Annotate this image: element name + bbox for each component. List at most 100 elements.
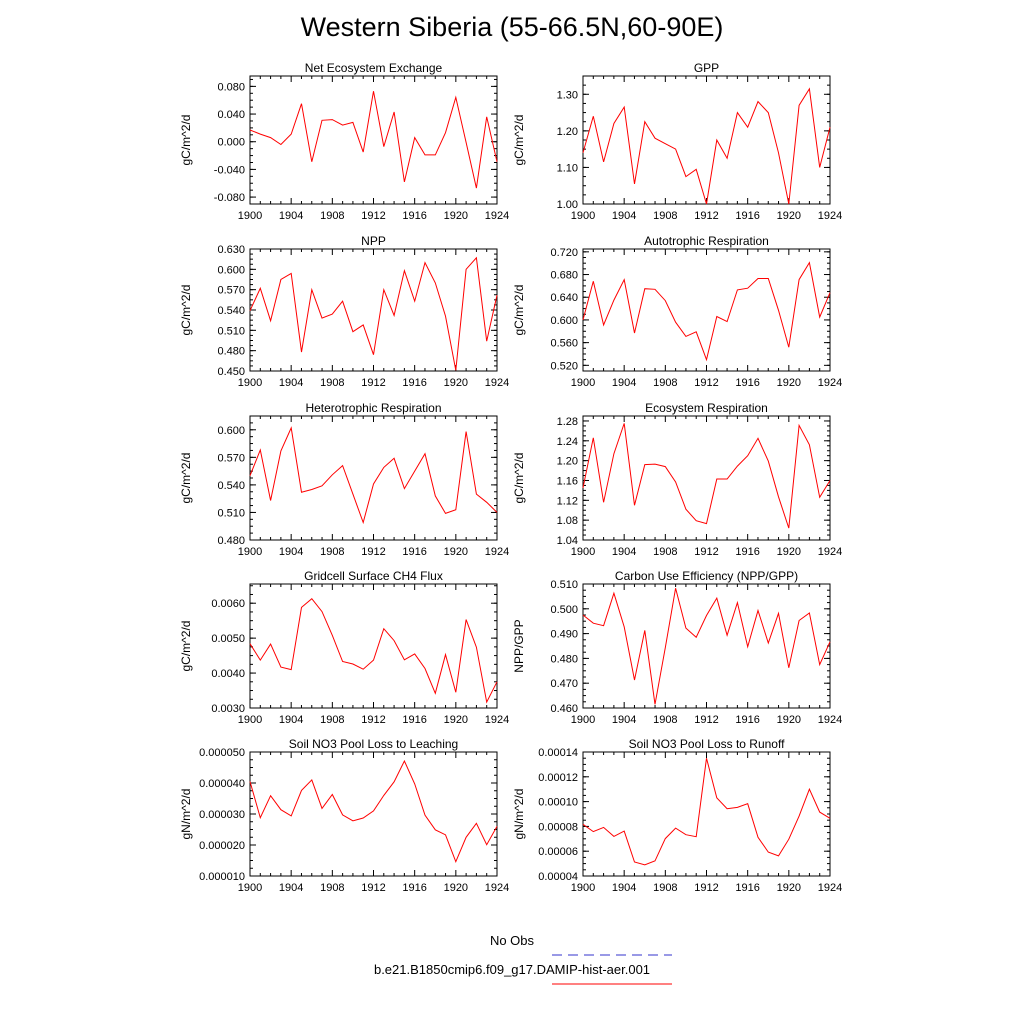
soil-no3-pool-loss-to-leaching-xtick-label: 1920 (444, 882, 468, 894)
npp-ytick-label: 0.630 (217, 244, 245, 256)
carbon-use-efficiency-npp-gpp-xtick-label: 1900 (571, 714, 595, 726)
gridcell-surface-ch4-flux-xtick-label: 1908 (320, 714, 344, 726)
heterotrophic-respiration-ytick-label: 0.570 (217, 452, 245, 464)
soil-no3-pool-loss-to-leaching-xtick-label: 1912 (361, 882, 385, 894)
gridcell-surface-ch4-flux-xtick-label: 1900 (238, 714, 262, 726)
heterotrophic-respiration-xtick-label: 1920 (444, 546, 468, 558)
ecosystem-respiration-ytick-label: 1.24 (557, 436, 578, 448)
autotrophic-respiration-ytick-label: 0.640 (550, 292, 578, 304)
figure-title: Western Siberia (55-66.5N,60-90E) (300, 12, 724, 42)
gpp-title: GPP (694, 61, 719, 75)
soil-no3-pool-loss-to-runoff-ytick-label: 0.00008 (538, 821, 578, 833)
npp-xtick-label: 1908 (320, 377, 344, 389)
carbon-use-efficiency-npp-gpp-ytick-label: 0.480 (550, 653, 578, 665)
soil-no3-pool-loss-to-leaching-title: Soil NO3 Pool Loss to Leaching (289, 737, 458, 751)
gridcell-surface-ch4-flux-xtick-label: 1924 (485, 714, 509, 726)
carbon-use-efficiency-npp-gpp-frame (582, 583, 831, 709)
soil-no3-pool-loss-to-runoff-ylabel: gN/m^2/d (512, 789, 526, 840)
soil-no3-pool-loss-to-runoff-xtick-label: 1900 (571, 882, 595, 894)
ecosystem-respiration-title: Ecosystem Respiration (645, 401, 768, 415)
soil-no3-pool-loss-to-runoff-frame (582, 751, 831, 877)
npp-title: NPP (361, 234, 386, 248)
carbon-use-efficiency-npp-gpp-ytick-label: 0.510 (550, 579, 578, 591)
gpp-xtick-label: 1912 (694, 210, 718, 222)
soil-no3-pool-loss-to-leaching-ytick-label: 0.000020 (199, 840, 245, 852)
carbon-use-efficiency-npp-gpp-ylabel: NPP/GPP (512, 619, 526, 672)
heterotrophic-respiration-xtick-label: 1904 (279, 546, 303, 558)
net-ecosystem-exchange-ytick-label: 0.080 (217, 81, 245, 93)
soil-no3-pool-loss-to-leaching-ytick-label: 0.000030 (199, 809, 245, 821)
gridcell-surface-ch4-flux-ytick-label: 0.0060 (211, 598, 245, 610)
gpp-ytick-label: 1.20 (557, 126, 578, 138)
heterotrophic-respiration-ytick-label: 0.600 (217, 425, 245, 437)
carbon-use-efficiency-npp-gpp-ytick-label: 0.470 (550, 678, 578, 690)
gridcell-surface-ch4-flux-title: Gridcell Surface CH4 Flux (304, 569, 443, 583)
npp-xtick-label: 1900 (238, 377, 262, 389)
autotrophic-respiration-ytick-label: 0.680 (550, 270, 578, 282)
net-ecosystem-exchange-frame (249, 75, 498, 205)
autotrophic-respiration-ytick-label: 0.720 (550, 247, 578, 259)
autotrophic-respiration-ytick-label: 0.600 (550, 315, 578, 327)
npp-xtick-label: 1924 (485, 377, 509, 389)
carbon-use-efficiency-npp-gpp-xtick-label: 1920 (777, 714, 801, 726)
gridcell-surface-ch4-flux-xtick-label: 1916 (402, 714, 426, 726)
npp-xtick-label: 1916 (402, 377, 426, 389)
npp-ylabel: gC/m^2/d (179, 285, 193, 336)
heterotrophic-respiration-xtick-label: 1916 (402, 546, 426, 558)
soil-no3-pool-loss-to-leaching-ylabel: gN/m^2/d (179, 789, 193, 840)
net-ecosystem-exchange-xtick-label: 1908 (320, 210, 344, 222)
carbon-use-efficiency-npp-gpp-xtick-label: 1924 (818, 714, 842, 726)
soil-no3-pool-loss-to-runoff-xtick-label: 1924 (818, 882, 842, 894)
carbon-use-efficiency-npp-gpp-ytick-label: 0.460 (550, 703, 578, 715)
carbon-use-efficiency-npp-gpp-ytick-label: 0.490 (550, 629, 578, 641)
carbon-use-efficiency-npp-gpp-xtick-label: 1904 (612, 714, 636, 726)
autotrophic-respiration-ytick-label: 0.520 (550, 360, 578, 372)
npp-xtick-label: 1904 (279, 377, 303, 389)
soil-no3-pool-loss-to-runoff-xtick-label: 1908 (653, 882, 677, 894)
ecosystem-respiration-xtick-label: 1908 (653, 546, 677, 558)
gridcell-surface-ch4-flux-xtick-label: 1904 (279, 714, 303, 726)
soil-no3-pool-loss-to-leaching-ytick-label: 0.000010 (199, 871, 245, 883)
ecosystem-respiration-ytick-label: 1.04 (557, 535, 578, 547)
npp-xtick-label: 1920 (444, 377, 468, 389)
net-ecosystem-exchange-ytick-label: -0.040 (214, 164, 245, 176)
npp-ytick-label: 0.600 (217, 264, 245, 276)
ecosystem-respiration-xtick-label: 1912 (694, 546, 718, 558)
ecosystem-respiration-ytick-label: 1.12 (557, 495, 578, 507)
soil-no3-pool-loss-to-runoff-xtick-label: 1904 (612, 882, 636, 894)
legend-label-model: b.e21.B1850cmip6.f09_g17.DAMIP-hist-aer.… (373, 962, 651, 977)
gpp-ylabel: gC/m^2/d (512, 115, 526, 166)
gridcell-surface-ch4-flux-xtick-label: 1920 (444, 714, 468, 726)
autotrophic-respiration-xtick-label: 1924 (818, 377, 842, 389)
soil-no3-pool-loss-to-runoff-xtick-label: 1912 (694, 882, 718, 894)
soil-no3-pool-loss-to-runoff-ytick-label: 0.00004 (538, 871, 578, 883)
npp-xtick-label: 1912 (361, 377, 385, 389)
soil-no3-pool-loss-to-leaching-xtick-label: 1924 (485, 882, 509, 894)
soil-no3-pool-loss-to-runoff-ytick-label: 0.00014 (538, 747, 578, 759)
net-ecosystem-exchange-ytick-label: -0.080 (214, 192, 245, 204)
ecosystem-respiration-ytick-label: 1.16 (557, 475, 578, 487)
ecosystem-respiration-ytick-label: 1.20 (557, 456, 578, 468)
heterotrophic-respiration-series-line (249, 426, 498, 525)
ecosystem-respiration-xtick-label: 1916 (735, 546, 759, 558)
soil-no3-pool-loss-to-leaching-xtick-label: 1916 (402, 882, 426, 894)
gridcell-surface-ch4-flux-xtick-label: 1912 (361, 714, 385, 726)
npp-ytick-label: 0.570 (217, 285, 245, 297)
gridcell-surface-ch4-flux-ytick-label: 0.0040 (211, 668, 245, 680)
heterotrophic-respiration-ytick-label: 0.510 (217, 507, 245, 519)
soil-no3-pool-loss-to-runoff-xtick-label: 1916 (735, 882, 759, 894)
autotrophic-respiration-title: Autotrophic Respiration (644, 234, 769, 248)
gpp-ytick-label: 1.30 (557, 89, 578, 101)
gpp-ytick-label: 1.10 (557, 162, 578, 174)
carbon-use-efficiency-npp-gpp-xtick-label: 1916 (735, 714, 759, 726)
carbon-use-efficiency-npp-gpp-series-line (582, 588, 831, 705)
gridcell-surface-ch4-flux-frame (249, 583, 498, 709)
net-ecosystem-exchange-xtick-label: 1916 (402, 210, 426, 222)
npp-ytick-label: 0.510 (217, 325, 245, 337)
gridcell-surface-ch4-flux-ytick-label: 0.0030 (211, 703, 245, 715)
autotrophic-respiration-xtick-label: 1904 (612, 377, 636, 389)
npp-ytick-label: 0.480 (217, 346, 245, 358)
gpp-xtick-label: 1924 (818, 210, 842, 222)
autotrophic-respiration-ytick-label: 0.560 (550, 338, 578, 350)
soil-no3-pool-loss-to-leaching-ytick-label: 0.000040 (199, 778, 245, 790)
